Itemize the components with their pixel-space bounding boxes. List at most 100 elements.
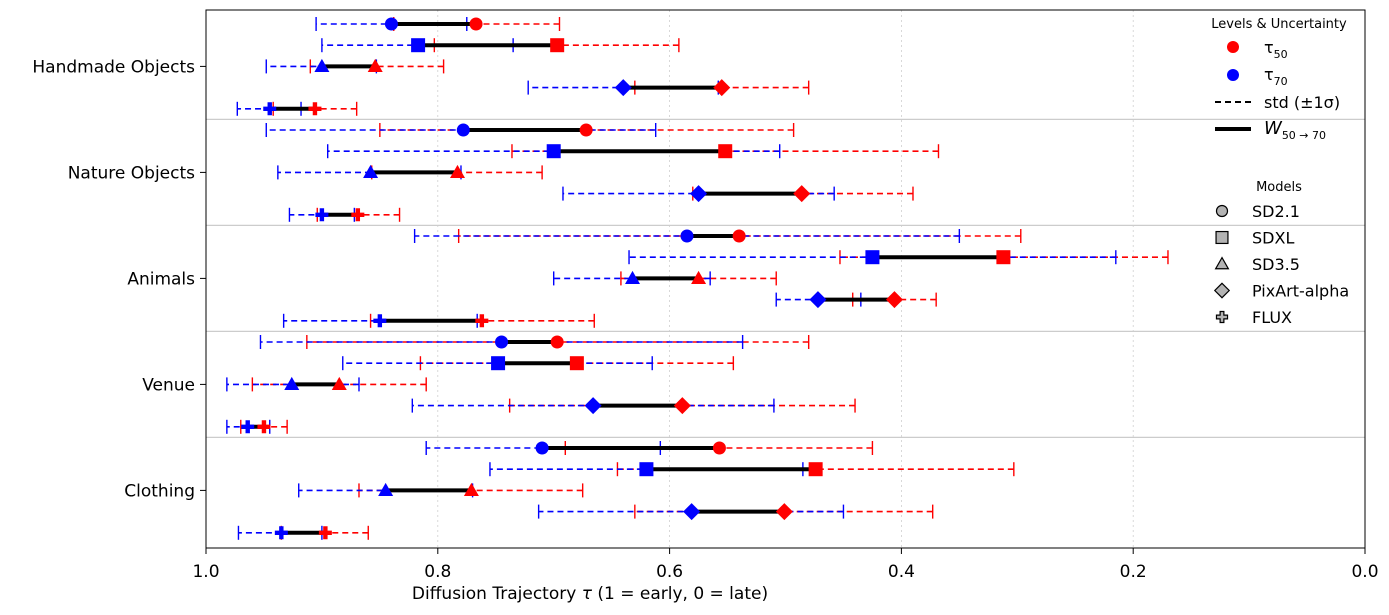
- t50-marker: [257, 420, 271, 434]
- legend-levels-title: Levels & Uncertainty: [1211, 17, 1347, 32]
- row-flux: [288, 207, 401, 222]
- t70-marker: [456, 123, 470, 137]
- legend-model-marker: [1215, 230, 1229, 245]
- t70-marker: [535, 441, 549, 455]
- t70-marker: [865, 250, 880, 265]
- row-sd3-5: [265, 58, 445, 74]
- x-axis-label: Diffusion Trajectory τ (1 = early, 0 = l…: [412, 584, 768, 604]
- legend-w-label: W50 → 70: [1264, 118, 1326, 142]
- legend-model-label: SD2.1: [1252, 202, 1300, 221]
- t70-marker: [363, 164, 379, 179]
- t50-marker: [550, 335, 564, 349]
- t50-marker: [367, 58, 383, 73]
- legend-model-sd2-1: SD2.1: [1215, 202, 1300, 221]
- x-tick-label: 0.0: [1351, 562, 1378, 582]
- t50-marker: [579, 123, 593, 137]
- legend-models-title: Models: [1256, 180, 1302, 195]
- row-pixart-alpha: [775, 291, 937, 309]
- row-flux: [236, 101, 358, 116]
- t70-marker: [546, 144, 561, 159]
- category-separators: [206, 118, 1365, 438]
- row-pixart-alpha: [562, 185, 914, 203]
- legend-model-label: FLUX: [1252, 308, 1292, 327]
- legend-models: SD2.1 SDXL SD3.5 PixArt-alpha FLUX: [1213, 202, 1349, 327]
- t70-marker: [680, 229, 694, 243]
- t70-marker: [411, 38, 426, 53]
- t50-marker: [673, 397, 691, 415]
- legend-t70-label: τ70: [1264, 65, 1288, 88]
- t50-marker: [550, 38, 565, 53]
- t70-marker: [614, 79, 632, 97]
- row-sdxl: [321, 38, 680, 53]
- t70-marker: [274, 526, 288, 540]
- t50-marker: [318, 526, 332, 540]
- t50-marker: [450, 164, 466, 179]
- plot-frame: [205, 9, 1366, 549]
- legend-model-marker: [1215, 310, 1229, 324]
- row-sd3-5: [226, 376, 427, 392]
- row-flux: [237, 525, 369, 540]
- x-tick-label: 0.2: [1120, 562, 1147, 582]
- t50-marker: [885, 291, 903, 309]
- x-tick-label: 0.6: [656, 562, 683, 582]
- row-sd3-5: [298, 482, 584, 498]
- t70-marker: [690, 185, 708, 203]
- t70-marker: [373, 314, 387, 328]
- t50-marker: [691, 270, 707, 285]
- t70-marker: [241, 420, 255, 434]
- t50-marker: [331, 376, 347, 391]
- x-axis-ticks: 1.0 0.8 0.6 0.4 0.2 0.0: [192, 548, 1379, 582]
- legend-model-label: PixArt-alpha: [1252, 282, 1349, 301]
- legend-model-sdxl: SDXL: [1215, 229, 1294, 248]
- t50-marker: [351, 208, 365, 222]
- t70-marker: [314, 58, 330, 73]
- t70-marker: [639, 462, 654, 477]
- t70-marker: [284, 376, 300, 391]
- legend-model-marker: [1215, 204, 1229, 218]
- legend-std-label: std (±1σ): [1264, 93, 1340, 112]
- legend-model-label: SDXL: [1252, 229, 1294, 248]
- t70-marker: [491, 356, 506, 371]
- row-sdxl: [326, 144, 940, 159]
- legend-model-pixart-alpha: PixArt-alpha: [1213, 282, 1349, 301]
- row-pixart-alpha: [527, 79, 810, 97]
- t50-marker: [732, 229, 746, 243]
- row-sd2-1: [413, 229, 1022, 243]
- legend-model-marker: [1213, 282, 1231, 299]
- row-pixart-alpha: [411, 397, 856, 415]
- t70-marker: [495, 335, 509, 349]
- t50-marker: [308, 102, 322, 116]
- t50-marker: [469, 17, 483, 31]
- y-tick-label: Handmade Objects: [32, 57, 195, 77]
- row-sd3-5: [277, 164, 543, 180]
- data-series: [226, 17, 1169, 540]
- row-sd3-5: [553, 270, 777, 286]
- t70-marker: [378, 482, 394, 497]
- legend: Levels & Uncertainty τ50 τ70 std (±1σ) W…: [1211, 17, 1349, 327]
- t50-marker: [718, 144, 733, 159]
- row-sd2-1: [425, 441, 874, 455]
- y-tick-label: Clothing: [124, 481, 195, 501]
- t70-marker: [584, 397, 602, 415]
- row-sd2-1: [259, 335, 810, 349]
- row-pixart-alpha: [537, 503, 934, 521]
- t50-marker: [996, 250, 1011, 265]
- t50-marker: [713, 79, 731, 97]
- y-axis-ticks: Handmade Objects Nature Objects Animals Ven…: [32, 57, 206, 501]
- legend-t50-label: τ50: [1264, 38, 1288, 61]
- legend-t70-marker: [1227, 69, 1239, 81]
- row-sdxl: [628, 250, 1169, 265]
- row-sd2-1: [315, 17, 561, 31]
- t50-marker: [463, 482, 479, 497]
- t70-marker: [315, 208, 329, 222]
- row-flux: [226, 419, 288, 434]
- row-flux: [282, 313, 595, 328]
- row-sd2-1: [265, 123, 795, 137]
- x-tick-label: 0.4: [888, 562, 915, 582]
- row-sdxl: [489, 462, 1015, 477]
- x-tick-label: 1.0: [192, 562, 219, 582]
- t50-marker: [569, 356, 584, 371]
- t70-marker: [809, 291, 827, 309]
- y-tick-label: Animals: [127, 269, 195, 289]
